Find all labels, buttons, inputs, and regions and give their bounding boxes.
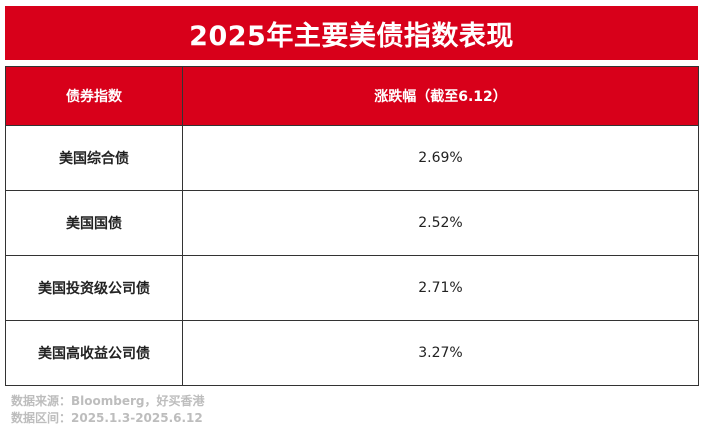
change-cell: 2.71% [182,255,699,321]
page-title: 2025年主要美债指数表现 [189,20,514,52]
index-name-cell: 美国国债 [5,190,183,256]
header-index-name: 债券指数 [5,66,183,126]
data-period-note: 数据区间：2025.1.3-2025.6.12 [11,411,203,425]
bond-index-table: 债券指数 涨跌幅（截至6.12） 美国综合债 2.69% 美国国债 2.52% … [5,66,699,386]
table-row: 美国高收益公司债 3.27% [5,320,699,386]
index-name-cell: 美国综合债 [5,125,183,191]
header-change: 涨跌幅（截至6.12） [182,66,699,126]
table-header-row: 债券指数 涨跌幅（截至6.12） [5,66,699,126]
table-row: 美国投资级公司债 2.71% [5,255,699,321]
title-banner: 2025年主要美债指数表现 [5,6,698,60]
table-row: 美国国债 2.52% [5,190,699,256]
index-name-cell: 美国投资级公司债 [5,255,183,321]
change-cell: 3.27% [182,320,699,386]
change-cell: 2.69% [182,125,699,191]
footnote: 数据来源：Bloomberg，好买香港 数据区间：2025.1.3-2025.6… [11,393,205,427]
data-source-note: 数据来源：Bloomberg，好买香港 [11,394,205,408]
change-cell: 2.52% [182,190,699,256]
index-name-cell: 美国高收益公司债 [5,320,183,386]
table-row: 美国综合债 2.69% [5,125,699,191]
